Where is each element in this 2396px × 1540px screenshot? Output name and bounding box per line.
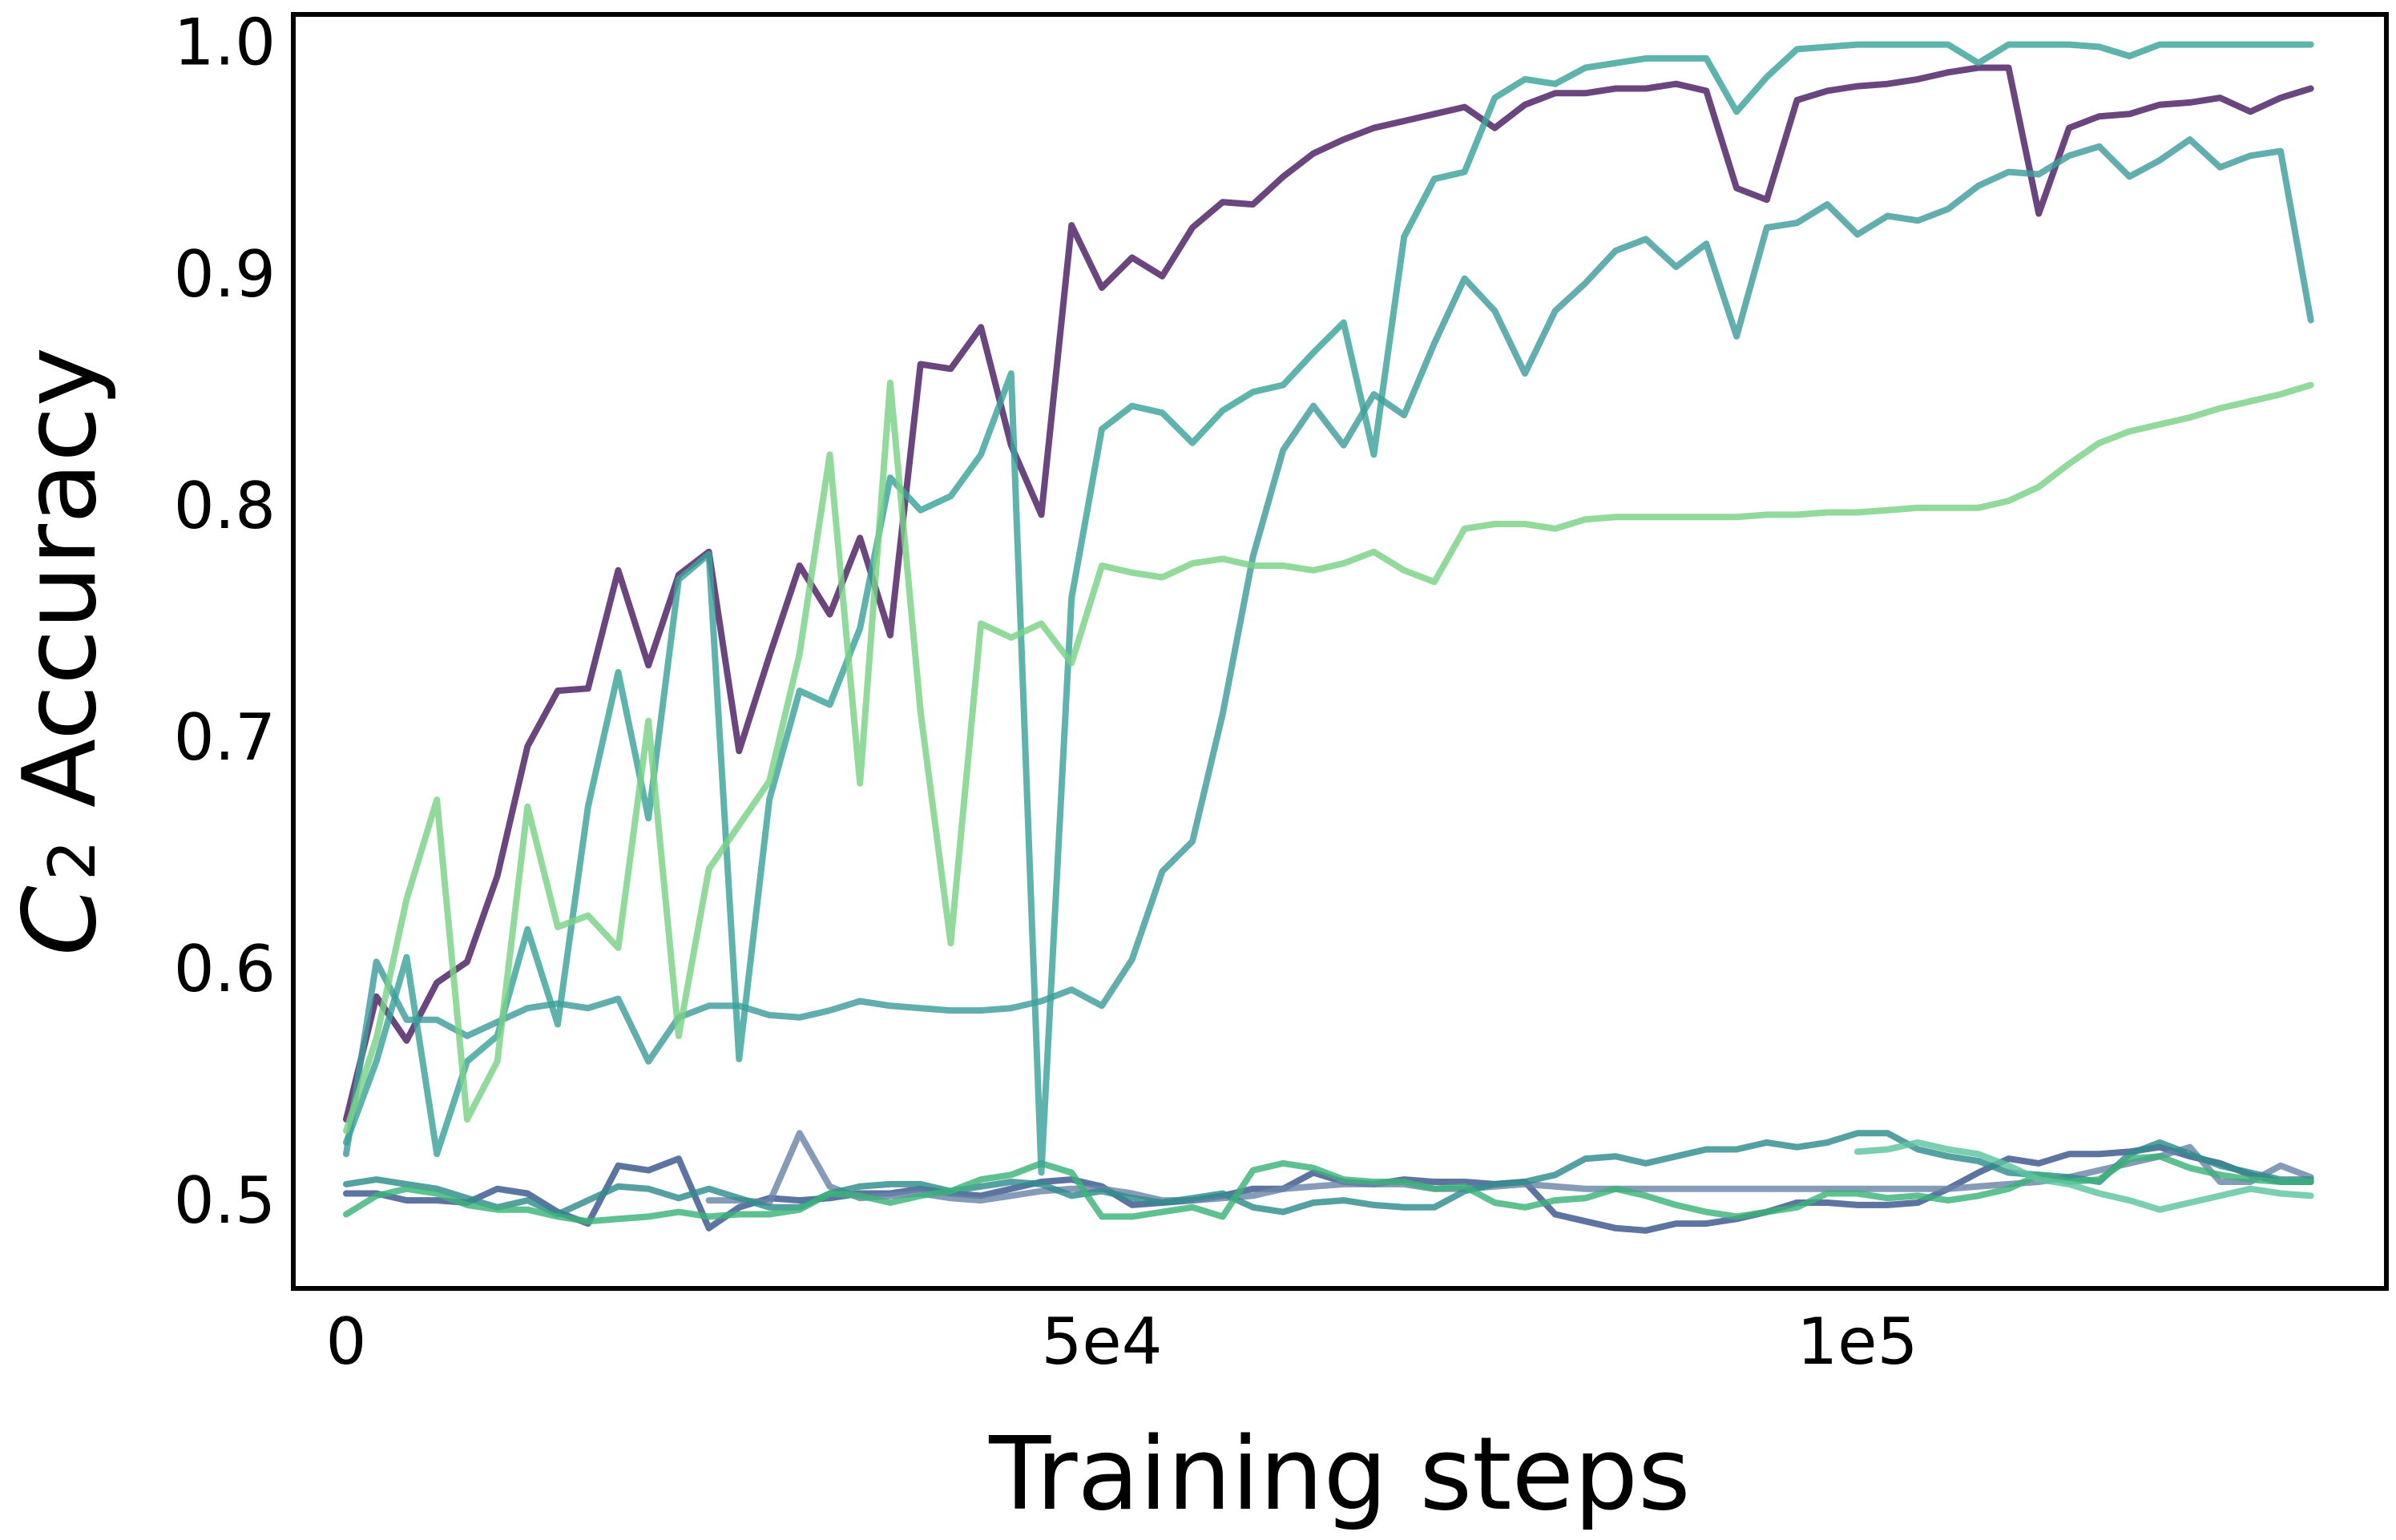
series-lines	[343, 41, 2314, 1234]
series-line-2	[343, 1143, 2314, 1234]
series-line-7	[343, 136, 2314, 1158]
y-tick-label: 0.9	[174, 237, 276, 312]
y-axis-label-subscript: 2	[35, 840, 110, 881]
y-axis-ticks: 0.5 0.6 0.7 0.8 0.9 1.0	[174, 6, 276, 1238]
y-tick-label: 0.8	[174, 469, 276, 543]
series-line-6	[1853, 1139, 2314, 1213]
series-line-5	[343, 1153, 2314, 1225]
y-tick-label: 0.6	[174, 932, 276, 1006]
x-tick-label: 5e4	[1041, 1304, 1162, 1379]
y-axis-label-symbol: C	[1, 885, 119, 956]
y-tick-label: 1.0	[174, 6, 276, 80]
series-line-9	[343, 379, 2314, 1135]
x-tick-label: 0	[326, 1304, 367, 1379]
x-axis-ticks: 0 5e4 1e5	[326, 1304, 1918, 1379]
y-axis-label: C2 Accuracy	[1, 347, 119, 956]
y-axis-label-text: Accuracy	[1, 347, 119, 840]
series-line-1	[343, 64, 2314, 1123]
plot-frame	[291, 12, 2389, 1291]
x-axis-label: Training steps	[988, 1415, 1690, 1533]
series-line-4	[343, 1130, 2314, 1218]
y-tick-label: 0.5	[174, 1163, 276, 1238]
y-tick-label: 0.7	[174, 700, 276, 775]
series-line-8	[343, 41, 2314, 1176]
x-tick-label: 1e5	[1797, 1304, 1918, 1379]
